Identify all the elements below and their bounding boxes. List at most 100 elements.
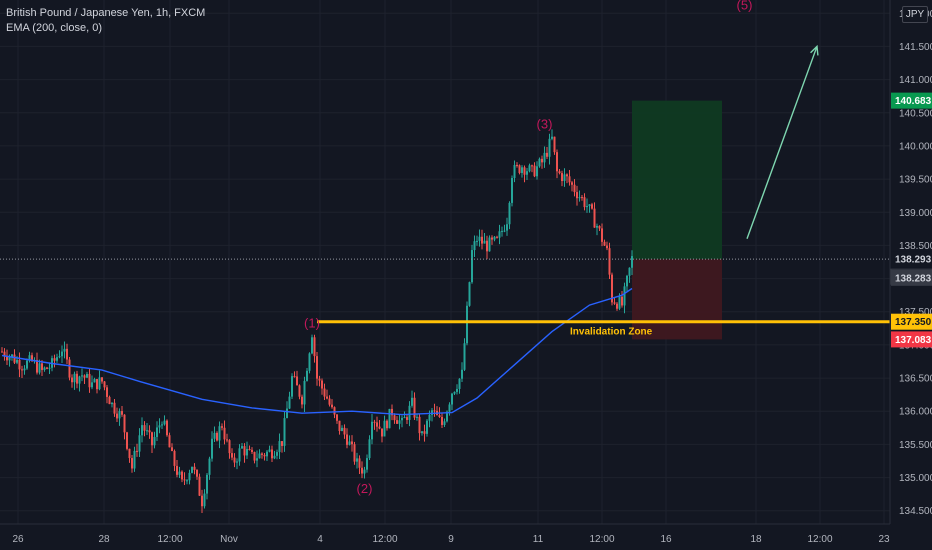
candle-body	[13, 354, 16, 363]
candle-body	[581, 197, 583, 199]
candle-body	[421, 431, 423, 434]
x-tick-label: 18	[750, 534, 762, 545]
candle-body	[73, 373, 76, 383]
candle-body	[603, 241, 606, 246]
currency-badge[interactable]: JPY	[902, 6, 928, 23]
candle-body	[101, 377, 103, 382]
candle-body	[488, 237, 491, 252]
candle-body	[393, 415, 396, 421]
candle-body	[381, 428, 383, 437]
candle-body	[203, 493, 206, 507]
ema-200-line	[1, 287, 633, 416]
candle-body	[66, 348, 68, 360]
candle-body	[543, 152, 546, 163]
candle-body	[38, 363, 41, 373]
y-tick-label: 136.500	[899, 374, 932, 385]
candle-body	[151, 432, 153, 446]
candle-body	[338, 420, 341, 431]
x-tick-label: 12:00	[372, 534, 397, 545]
x-tick-label: 28	[98, 534, 110, 545]
indicator-legend: EMA (200, close, 0)	[6, 22, 102, 34]
candle-body	[173, 450, 176, 466]
candle-body	[506, 224, 508, 231]
invalidation-label: Invalidation Zone	[570, 327, 653, 338]
candle-body	[611, 274, 613, 303]
candle-body	[176, 465, 178, 475]
wave-label-1: (1)	[304, 316, 320, 331]
invalidation-price-tag: 137.350	[895, 317, 932, 328]
candle-body	[591, 204, 593, 209]
candle-body	[46, 367, 48, 369]
candle-body	[348, 441, 351, 445]
candle-body	[586, 206, 588, 208]
stop-price-tag: 137.083	[895, 335, 932, 346]
candle-body	[18, 359, 21, 370]
candle-body	[43, 367, 46, 370]
candle-body	[81, 375, 83, 377]
candle-body	[558, 171, 561, 174]
candle-body	[548, 138, 551, 157]
last-price-tag-bg	[891, 251, 932, 268]
candle-body	[236, 461, 238, 463]
candle-body	[196, 469, 198, 477]
y-tick-label: 134.500	[899, 506, 932, 517]
candle-body	[596, 225, 598, 228]
candle-body	[293, 376, 296, 378]
candle-body	[406, 417, 408, 420]
candle-body	[213, 432, 216, 439]
candle-body	[566, 174, 568, 177]
candle-body	[386, 420, 388, 429]
x-tick-label: 9	[448, 534, 454, 545]
target-price-tag-bg	[891, 92, 932, 109]
candle-body	[583, 197, 586, 208]
candle-body	[288, 396, 291, 409]
candle-body	[568, 176, 571, 183]
candle-body	[496, 236, 498, 238]
candle-body	[188, 472, 191, 481]
candle-body	[341, 427, 343, 431]
candle-body	[261, 453, 263, 455]
candle-body	[551, 136, 553, 139]
candle-body	[106, 387, 108, 397]
candle-body	[623, 286, 626, 306]
candle-body	[303, 380, 306, 405]
candle-body	[378, 426, 381, 429]
candle-body	[516, 164, 518, 166]
y-tick-label: 137.500	[899, 307, 932, 318]
candle-body	[41, 363, 43, 370]
candle-body	[521, 167, 523, 173]
candle-body	[428, 414, 431, 421]
candle-body	[231, 453, 233, 458]
y-tick-label: 139.500	[899, 175, 932, 186]
candle-body	[486, 240, 488, 252]
candle-body	[473, 241, 476, 251]
wave-label-4: (5)	[737, 0, 753, 12]
candle-body	[471, 250, 473, 283]
candle-body	[626, 275, 628, 287]
candle-body	[68, 359, 71, 378]
candle-body	[413, 397, 416, 418]
candle-body	[148, 430, 151, 433]
candle-body	[563, 174, 566, 182]
candle-body	[253, 452, 256, 461]
candle-body	[536, 166, 538, 177]
candle-body	[358, 458, 361, 468]
candle-body	[621, 296, 623, 306]
candle-body	[401, 417, 403, 421]
candle-body	[76, 373, 78, 384]
wave-label-3: (3)	[537, 117, 553, 132]
candle-body	[258, 453, 261, 459]
candle-body	[518, 165, 521, 173]
candle-body	[181, 471, 183, 480]
candle-body	[116, 413, 118, 419]
candle-body	[441, 416, 443, 425]
candle-body	[26, 360, 28, 369]
candle-body	[88, 373, 91, 388]
candle-body	[588, 204, 591, 207]
candle-body	[326, 396, 328, 399]
x-tick-label: 26	[12, 534, 24, 545]
candle-body	[356, 458, 358, 462]
candle-body	[373, 421, 376, 423]
candle-body	[266, 451, 268, 457]
